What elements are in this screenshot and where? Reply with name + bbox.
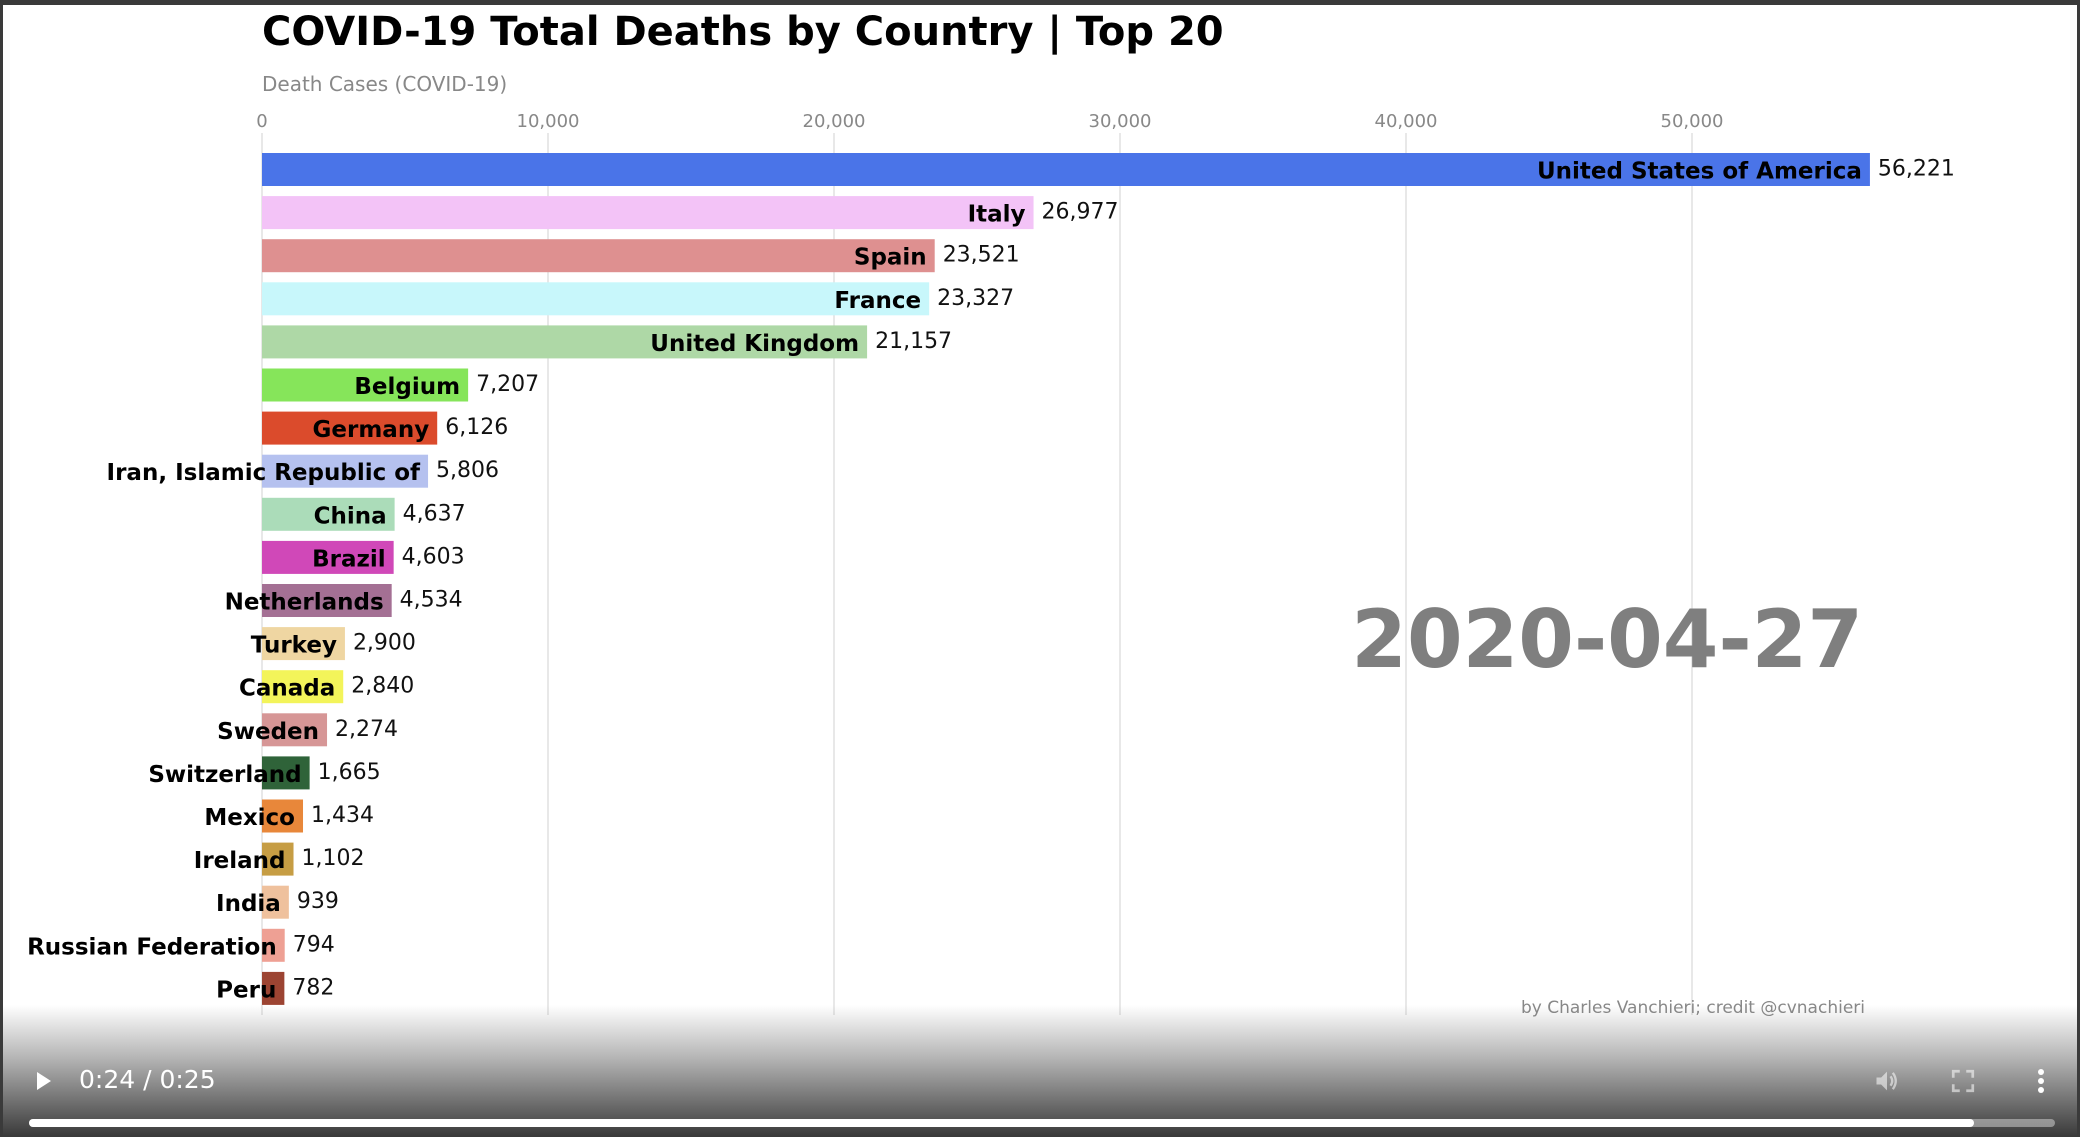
fullscreen-button[interactable]	[1941, 1059, 1985, 1103]
bar-category-label: Mexico	[204, 805, 295, 831]
bar-category-label: United Kingdom	[650, 331, 859, 357]
progress-bar[interactable]	[29, 1119, 2055, 1127]
bar	[262, 713, 328, 747]
time-separator: /	[135, 1065, 160, 1094]
bar-value-label: 23,521	[943, 243, 1020, 268]
time-display: 0:24 / 0:25	[79, 1065, 216, 1094]
date-label: 2020-04-27	[1351, 593, 1863, 686]
video-controls: 0:24 / 0:25	[3, 1005, 2077, 1137]
bar-value-label: 4,534	[400, 588, 463, 613]
bar-value-label: 4,603	[402, 544, 465, 569]
bar-value-label: 5,806	[436, 458, 499, 483]
bar	[262, 971, 285, 1005]
bar	[262, 756, 310, 790]
bar	[262, 928, 285, 962]
bar-value-label: 26,977	[1042, 200, 1119, 225]
bar	[262, 670, 344, 704]
bar	[262, 196, 1034, 230]
bar-category-label: India	[216, 891, 281, 917]
bar-category-label: China	[314, 503, 387, 529]
progress-fill	[29, 1119, 1974, 1127]
x-tick-label: 20,000	[803, 111, 866, 132]
bar	[262, 325, 868, 359]
bar	[262, 368, 469, 402]
bar-value-label: 56,221	[1878, 157, 1955, 182]
bars: United States of America 56,221 Italy 26,97…	[27, 153, 1955, 1005]
play-icon	[37, 1072, 51, 1090]
bar-category-label: France	[834, 288, 921, 314]
bar-value-label: 23,327	[937, 286, 1014, 311]
bar-value-label: 2,274	[335, 717, 398, 742]
x-tick-label: 50,000	[1661, 111, 1724, 132]
bar-value-label: 794	[293, 932, 335, 957]
total-time: 0:25	[159, 1065, 216, 1094]
chart-subtitle: Death Cases (COVID-19)	[262, 72, 507, 96]
bar-value-label: 1,102	[302, 846, 365, 871]
mute-button[interactable]	[1865, 1059, 1909, 1103]
bar	[262, 153, 1870, 186]
bar	[262, 239, 935, 273]
play-button[interactable]	[21, 1059, 65, 1103]
bar-category-label: Iran, Islamic Republic of	[107, 460, 422, 486]
bar-value-label: 2,840	[351, 674, 414, 699]
bar-category-label: Peru	[216, 977, 276, 1003]
more-options-button[interactable]	[2019, 1059, 2063, 1103]
bar-category-label: Germany	[313, 417, 430, 443]
bar-value-label: 782	[292, 975, 334, 1000]
bar	[262, 627, 345, 661]
bar-value-label: 21,157	[875, 329, 952, 354]
bar-category-label: United States of America	[1537, 159, 1862, 185]
bar	[262, 282, 930, 316]
bar	[262, 584, 392, 617]
bar-category-label: Russian Federation	[27, 934, 277, 960]
bar	[262, 799, 304, 833]
bar-category-label: Canada	[239, 676, 335, 702]
bar	[262, 885, 289, 919]
bar-category-label: Sweden	[217, 719, 319, 745]
x-axis-ticks: 0 10,000 20,000 30,000 40,000 50,000	[256, 111, 1723, 132]
bar-category-label: Italy	[968, 202, 1026, 228]
bar-category-label: Turkey	[251, 633, 337, 659]
x-tick-label: 30,000	[1089, 111, 1152, 132]
bar-category-label: Brazil	[312, 546, 386, 572]
fullscreen-icon	[1951, 1069, 1975, 1093]
bar-value-label: 1,434	[311, 803, 374, 828]
bar-category-label: Spain	[854, 245, 927, 271]
x-tick-label: 0	[256, 111, 267, 132]
bar	[262, 454, 429, 488]
current-time: 0:24	[79, 1065, 136, 1094]
bar	[262, 497, 395, 531]
bar-value-label: 7,207	[476, 372, 539, 397]
bar-category-label: Belgium	[354, 374, 460, 400]
bar-category-label: Ireland	[194, 848, 286, 874]
chart-title: COVID-19 Total Deaths by Country | Top 2…	[262, 9, 1224, 56]
bar-value-label: 2,900	[353, 631, 416, 656]
bar	[262, 411, 438, 445]
bar	[262, 540, 394, 574]
bar-value-label: 4,637	[403, 501, 466, 526]
bar-chart-race: 0 10,000 20,000 30,000 40,000 50,000 United S…	[27, 9, 1955, 1018]
more-vertical-icon	[2038, 1069, 2044, 1093]
bar-value-label: 939	[297, 889, 339, 914]
bar	[262, 842, 294, 876]
bar-value-label: 6,126	[445, 415, 508, 440]
x-tick-label: 40,000	[1375, 111, 1438, 132]
bar-value-label: 1,665	[318, 760, 381, 785]
bar-category-label: Netherlands	[225, 590, 384, 616]
volume-icon	[1876, 1071, 1897, 1091]
video-frame[interactable]: 0 10,000 20,000 30,000 40,000 50,000 United S…	[3, 5, 2077, 1137]
bar-category-label: Switzerland	[148, 762, 301, 788]
x-tick-label: 10,000	[517, 111, 580, 132]
